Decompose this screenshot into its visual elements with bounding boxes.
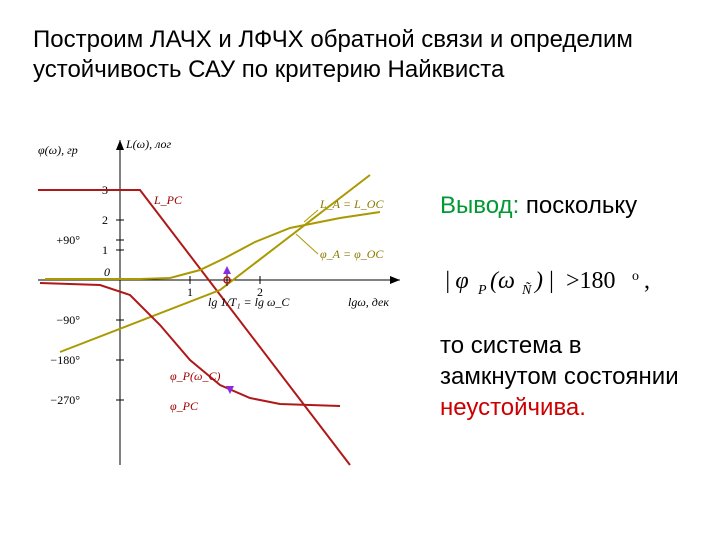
svg-text:φ_Р(ω_С): φ_Р(ω_С) (170, 369, 220, 383)
bode-chart: 3210+90°−90°−180°−270°12L(ω), логφ(ω), г… (20, 130, 420, 470)
conclusion-then: то система в замкнутом состоянии (440, 332, 679, 390)
svg-text:+90°: +90° (56, 233, 80, 247)
svg-text:L_РС: L_РС (153, 193, 183, 207)
svg-text:о: о (632, 269, 639, 284)
svg-text:φ_РС: φ_РС (170, 399, 199, 413)
conclusion-since: поскольку (526, 192, 637, 219)
svg-text:Р: Р (477, 283, 487, 298)
svg-text:−180°: −180° (50, 353, 80, 367)
svg-text:1: 1 (102, 243, 108, 257)
svg-text:Ñ: Ñ (521, 281, 532, 298)
conclusion-unstable: неустойчива. (440, 394, 586, 421)
svg-text:0: 0 (104, 265, 110, 279)
conclusion-lead: Вывод: (440, 192, 519, 219)
conclusion-block-top: Вывод: поскольку (440, 190, 700, 221)
svg-text:) |: ) | (533, 268, 554, 294)
svg-text:φ_А = φ_ОС: φ_А = φ_ОС (320, 247, 384, 261)
svg-text:L_А = L_ОС: L_А = L_ОС (319, 197, 384, 211)
svg-text:| φ: | φ (444, 268, 469, 294)
conclusion-block-bottom: то система в замкнутом состоянии неустой… (440, 330, 700, 424)
svg-text:L(ω), лог: L(ω), лог (125, 137, 172, 151)
svg-text:2: 2 (102, 213, 108, 227)
svg-text:φ(ω), гр: φ(ω), гр (38, 143, 78, 157)
svg-text:1: 1 (187, 285, 193, 299)
svg-text:,: , (644, 268, 650, 294)
svg-text:−90°: −90° (56, 313, 80, 327)
svg-text:>180: >180 (566, 268, 616, 294)
svg-text:(ω: (ω (490, 268, 515, 294)
svg-text:lg 1/T₁ = lg ω_С: lg 1/T₁ = lg ω_С (208, 295, 290, 309)
slide-title: Построим ЛАЧХ и ЛФЧХ обратной связи и оп… (33, 25, 673, 85)
formula-box: | φ Р (ω Ñ ) | >180 о , (440, 262, 680, 300)
svg-text:−270°: −270° (50, 393, 80, 407)
svg-text:lgω, дек: lgω, дек (348, 295, 389, 309)
